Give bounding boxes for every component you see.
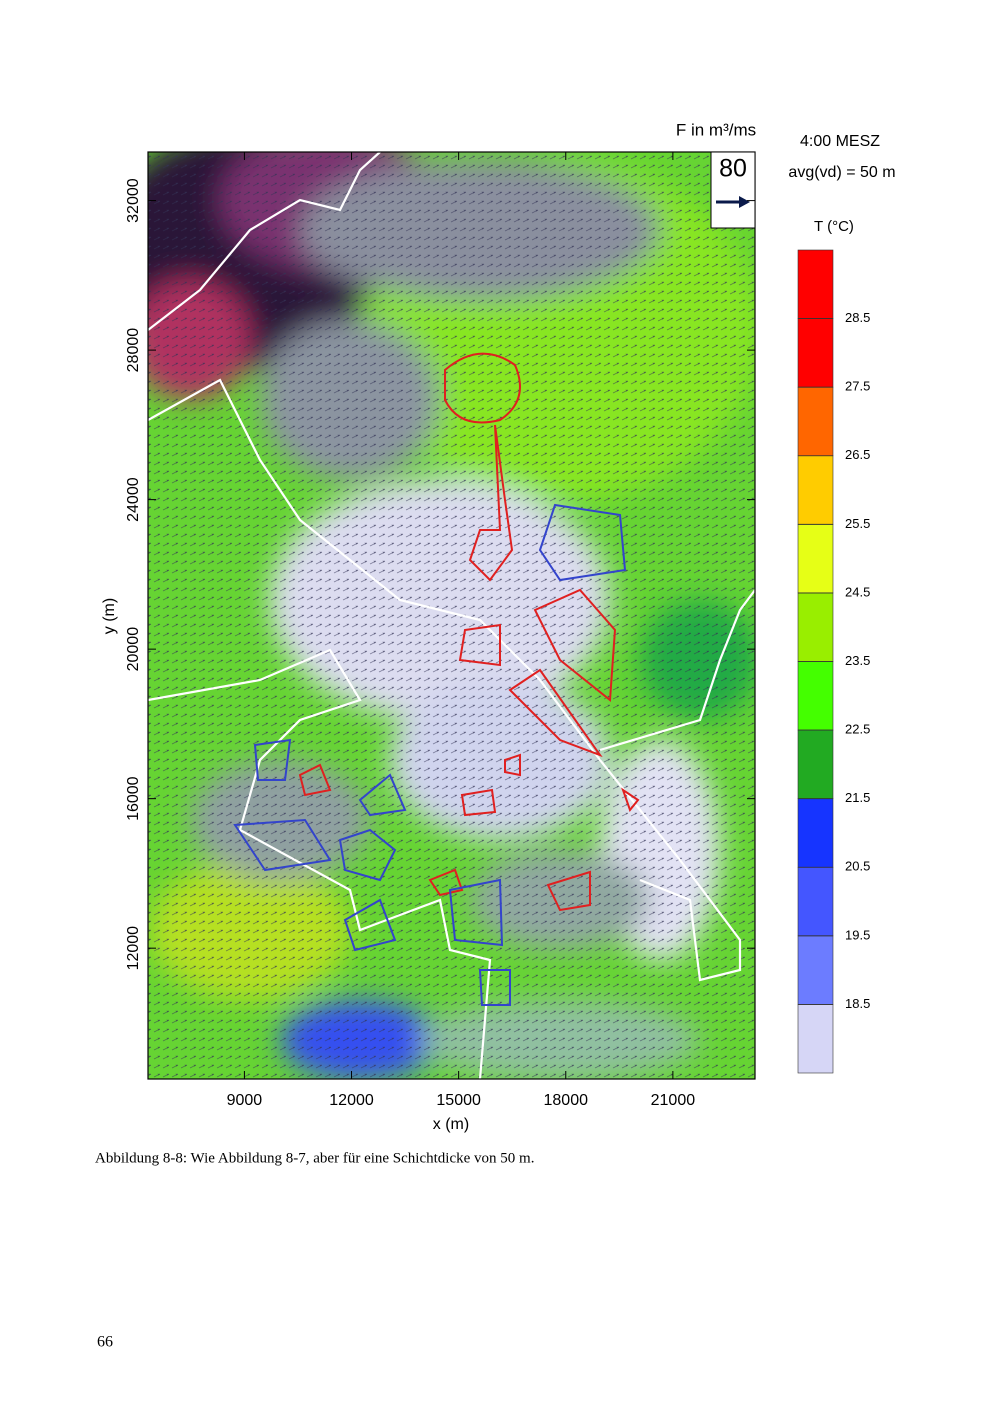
x-tick-label: 21000 <box>651 1092 696 1109</box>
colorbar-tick-label: 28.5 <box>845 310 870 325</box>
colorbar-tick-label: 25.5 <box>845 516 870 531</box>
colorbar-tick-label: 22.5 <box>845 722 870 737</box>
layer-annotation: avg(vd) = 50 m <box>788 164 895 181</box>
colorbar-swatch <box>797 729 834 799</box>
plot-frame <box>147 151 756 1080</box>
y-tick-label: 32000 <box>125 178 142 223</box>
colorbar-tick-label: 23.5 <box>845 653 870 668</box>
page-number: 66 <box>97 1334 113 1351</box>
y-tick-label: 12000 <box>125 926 142 971</box>
colorbar-swatch <box>797 798 834 868</box>
colorbar-swatch <box>797 318 834 388</box>
y-tick-label: 16000 <box>125 776 142 821</box>
field-map <box>148 152 755 1079</box>
colorbar-swatch <box>797 455 834 525</box>
x-tick-label: 15000 <box>436 1092 481 1109</box>
colorbar-swatch <box>797 249 834 319</box>
y-tick-label: 28000 <box>125 328 142 373</box>
colorbar-tick-label: 21.5 <box>845 790 870 805</box>
colorbar-swatch <box>797 592 834 662</box>
colorbar-swatch <box>797 661 834 731</box>
colorbar-tick-label: 18.5 <box>845 996 870 1011</box>
colorbar-tick-label: 26.5 <box>845 447 870 462</box>
y-tick-label: 20000 <box>125 627 142 672</box>
reference-box <box>710 151 756 229</box>
x-tick-label: 9000 <box>227 1092 263 1109</box>
reference-label: F in m³/ms <box>676 120 756 139</box>
colorbar-tick-label: 20.5 <box>845 859 870 874</box>
colorbar-tick-label: 24.5 <box>845 584 870 599</box>
x-tick-label: 18000 <box>544 1092 589 1109</box>
x-tick-label: 12000 <box>329 1092 374 1109</box>
colorbar-swatch <box>797 1004 834 1074</box>
colorbar-swatch <box>797 524 834 594</box>
colorbar-tick-label: 19.5 <box>845 927 870 942</box>
colorbar-label: T (°C) <box>814 218 854 235</box>
figure-caption: Abbildung 8-8: Wie Abbildung 8-7, aber f… <box>95 1150 534 1166</box>
reference-arrow-head <box>739 196 750 208</box>
colorbar-tick-label: 27.5 <box>845 379 870 394</box>
colorbar-swatch <box>797 866 834 937</box>
colorbar-swatch <box>797 386 834 457</box>
y-tick-label: 24000 <box>125 477 142 522</box>
reference-value: 80 <box>719 155 747 183</box>
time-annotation: 4:00 MESZ <box>800 133 880 150</box>
x-axis-label: x (m) <box>433 1116 469 1133</box>
y-axis-label: y (m) <box>101 598 118 634</box>
colorbar-swatch <box>797 935 834 1005</box>
